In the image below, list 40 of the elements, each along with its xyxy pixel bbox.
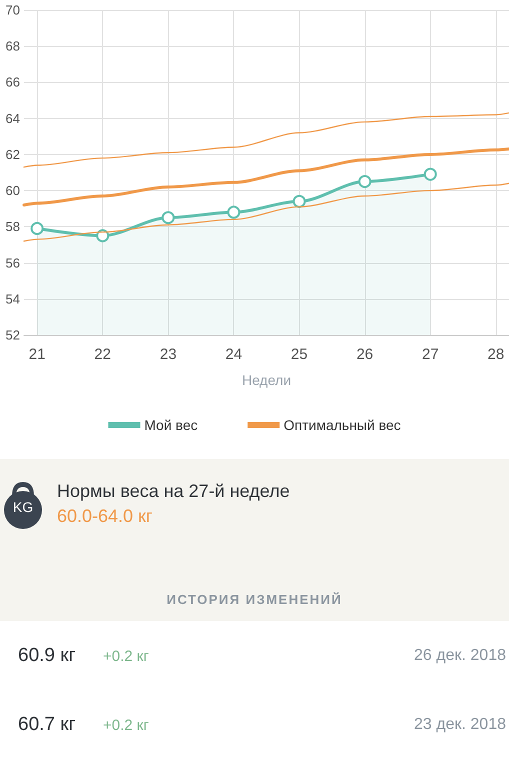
text: 23 дек. 2018 xyxy=(414,716,506,734)
point xyxy=(358,175,372,188)
y-tick-label: 58 xyxy=(6,219,20,234)
point xyxy=(162,211,175,224)
point xyxy=(424,168,437,181)
x-tick-label: 25 xyxy=(290,346,308,363)
x-tick-label: 24 xyxy=(225,346,242,363)
x-tick-label: 22 xyxy=(94,346,111,363)
y-tick-label: 70 xyxy=(6,2,20,18)
text: ИСТОРИЯ ИЗМЕНЕНИЙ xyxy=(166,592,344,607)
y-tick-label: 54 xyxy=(6,291,20,306)
y-tick-label: 52 xyxy=(6,328,20,342)
x-tick-label: 26 xyxy=(356,346,374,363)
y-tick-label: 62 xyxy=(6,146,20,162)
text: +0.2 кг xyxy=(103,717,149,734)
point xyxy=(96,229,110,242)
point xyxy=(30,222,44,235)
text: 60.9 кг xyxy=(18,645,76,667)
point xyxy=(292,194,306,208)
legend-label: Мой вес xyxy=(144,417,198,433)
text: Нормы веса на 27-й неделе xyxy=(57,481,290,502)
y-tick-label: 60 xyxy=(6,183,20,198)
line-series xyxy=(23,112,509,168)
x-tick-label: 27 xyxy=(422,346,439,363)
text: 26 дек. 2018 xyxy=(414,647,506,665)
y-tick-label: 68 xyxy=(6,38,20,54)
y-tick-label: 64 xyxy=(6,110,20,126)
text: 60.0-64.0 кг xyxy=(57,506,153,527)
x-axis-title: Недели xyxy=(242,372,292,388)
y-tick-label: 66 xyxy=(6,74,20,90)
line-series xyxy=(23,182,509,242)
legend-label: Оптимальный вес xyxy=(284,417,401,433)
point xyxy=(227,206,240,219)
y-tick-label: 56 xyxy=(6,255,20,270)
text: 60.7 кг xyxy=(18,714,76,736)
x-tick-label: 21 xyxy=(28,346,46,363)
x-tick-label: 23 xyxy=(160,346,177,363)
line-series xyxy=(22,148,509,206)
text: +0.2 кг xyxy=(103,648,149,665)
x-tick-label: 28 xyxy=(488,346,504,363)
